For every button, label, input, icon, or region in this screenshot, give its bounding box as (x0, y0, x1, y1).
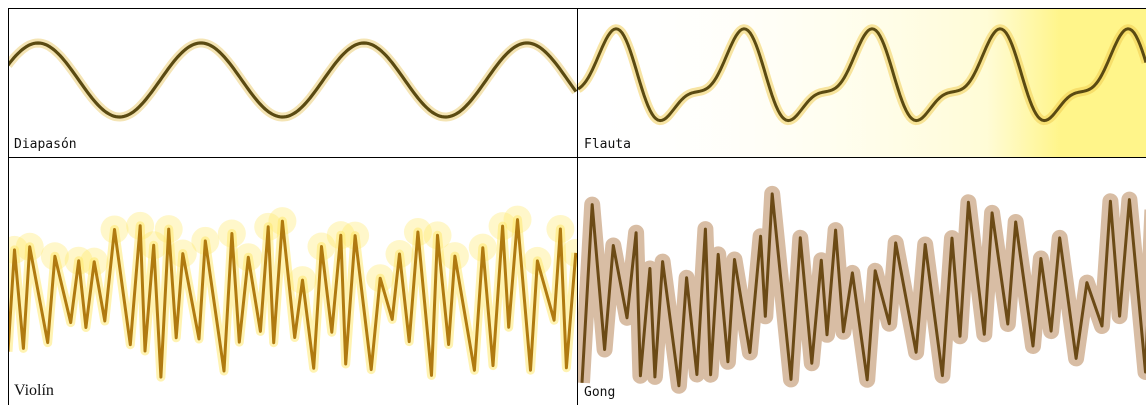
waveform-violin (8, 205, 577, 382)
panel-diapason: Diapasón (8, 8, 577, 157)
panel-violin: Violín (8, 158, 577, 405)
divider-horizontal (8, 157, 1146, 158)
panel-gong: Gong (578, 158, 1146, 405)
flute-tint (578, 8, 1146, 157)
waveform-diapason (8, 38, 577, 122)
panel-flauta: Flauta (578, 8, 1146, 157)
divider-vertical (577, 8, 578, 405)
label-gong: Gong (584, 385, 616, 400)
waveform-grid: Diapasón Flauta Violín Gong (8, 8, 1146, 405)
waveform-flauta (578, 8, 1146, 157)
label-flauta: Flauta (584, 137, 631, 152)
border-left (8, 8, 9, 405)
label-diapason: Diapasón (14, 137, 77, 152)
waveform-gong (578, 185, 1146, 394)
label-violin: Violín (14, 382, 54, 399)
